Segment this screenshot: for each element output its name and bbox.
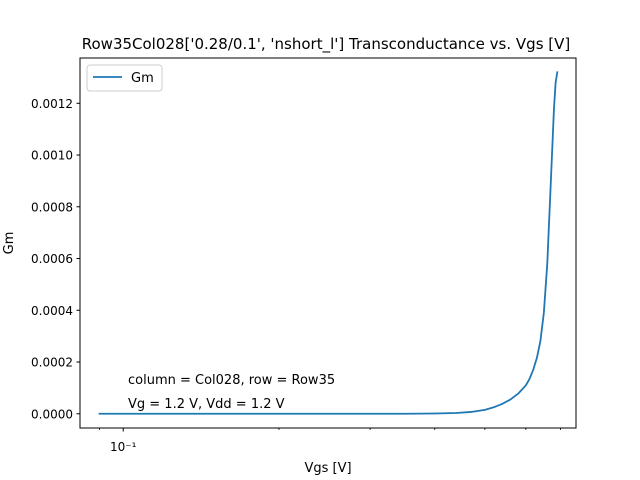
y-tick-label: 0.0006: [31, 252, 73, 266]
chart-title: Row35Col028['0.28/0.1', 'nshort_l'] Tran…: [82, 35, 571, 54]
legend: Gm: [86, 64, 163, 92]
series-line-gm: [98, 71, 559, 415]
legend-label-gm: Gm: [131, 71, 154, 86]
y-tick-label: 0.0002: [31, 356, 73, 370]
series-group: [98, 71, 559, 415]
annotation-position: column = Col028, row = Row35: [128, 373, 335, 388]
axes: 0.0000 0.0002 0.0004 0.0006 0.0008 0.0010 0.00…: [31, 57, 577, 454]
annotation-voltages: Vg = 1.2 V, Vdd = 1.2 V: [128, 397, 285, 412]
y-tick-label: 0.0010: [31, 149, 73, 163]
legend-box: [86, 64, 163, 92]
y-tick-label: 0.0008: [31, 200, 73, 214]
y-axis-label: Gm: [2, 232, 17, 255]
x-axis-label: Vgs [V]: [304, 461, 351, 476]
x-tick-label: 10⁻¹: [110, 440, 137, 454]
plot-frame: [79, 57, 577, 429]
y-ticks: 0.0000 0.0002 0.0004 0.0006 0.0008 0.0010 0.00…: [31, 97, 80, 421]
plot-area: [80, 58, 576, 428]
y-tick-label: 0.0000: [31, 407, 73, 421]
y-tick-label: 0.0012: [31, 97, 73, 111]
y-tick-label: 0.0004: [31, 304, 73, 318]
